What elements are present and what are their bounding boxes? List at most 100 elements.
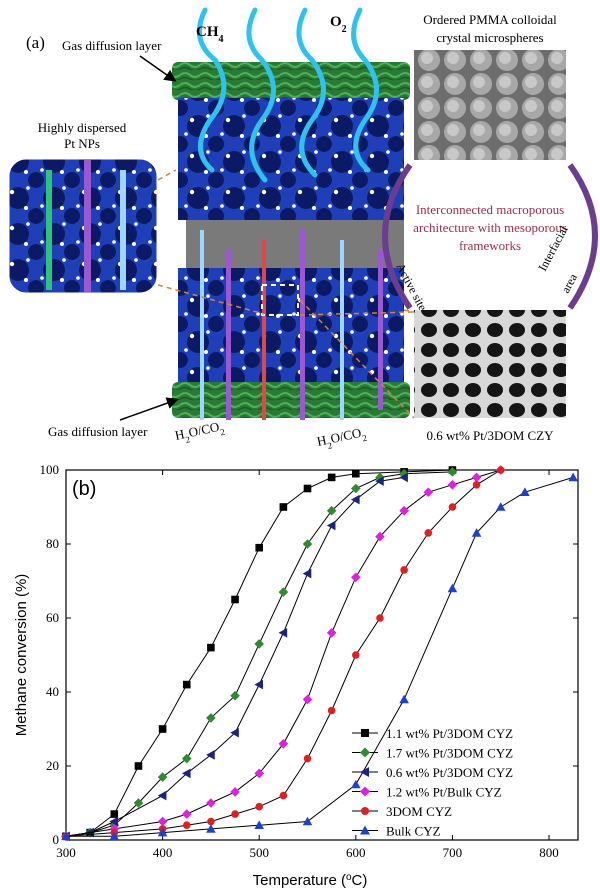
series-5-point: [231, 810, 239, 818]
series-1-point: [182, 680, 191, 689]
series-4-point: [181, 809, 192, 819]
y-tick-label: 20: [46, 758, 59, 773]
series-2-point: [230, 690, 240, 701]
series-4-point: [302, 694, 313, 705]
series-6-point: [157, 827, 168, 837]
series-2-point: [302, 539, 313, 549]
series-line-6: [66, 476, 574, 837]
series-1-point: [158, 725, 167, 733]
series-5-point: [352, 651, 360, 659]
plot-frame: [65, 469, 579, 841]
series-3-point: [181, 768, 191, 779]
series-1-point: [134, 762, 143, 770]
series-5-point: [496, 466, 505, 474]
series-5-point: [424, 529, 433, 537]
series-3-point: [278, 628, 288, 638]
pt-zoom-image: [6, 156, 160, 296]
3dom-sem-image: [414, 310, 566, 418]
series-5-point: [400, 566, 408, 574]
series-3-point: [206, 750, 215, 760]
series-2-point: [351, 483, 361, 494]
series-4-point: [230, 787, 240, 797]
series-6-point: [109, 831, 120, 841]
series-6-point: [495, 502, 506, 511]
legend-label: Bulk CYZ: [386, 824, 441, 839]
series-2-point: [447, 467, 458, 477]
series-5-point: [207, 817, 215, 826]
series-3-point: [230, 727, 239, 738]
center-text-line1: Interconnected macroporous: [416, 202, 564, 217]
series-4-point: [278, 739, 289, 749]
series-1-point: [303, 484, 312, 493]
legend-marker: [361, 807, 369, 815]
legend-marker: [360, 825, 370, 835]
legend-label: 1.1 wt% Pt/3DOM CYZ: [386, 726, 513, 741]
product-right: H2O/CO2: [316, 424, 368, 453]
series-4-point: [447, 480, 458, 490]
series-5-point: [448, 503, 457, 511]
series-2-point: [278, 587, 289, 597]
panel-b-label: (b): [72, 478, 96, 500]
pmma-label-line1: Ordered PMMA colloidal: [423, 12, 557, 27]
series-2-point: [157, 772, 168, 782]
series-line-1: [65, 469, 453, 837]
series-line-2: [65, 471, 453, 837]
x-axis-label: Temperature (oC): [253, 872, 368, 890]
legend-label: 1.7 wt% Pt/3DOM CYZ: [386, 746, 513, 761]
series-4-point: [326, 628, 337, 638]
y-tick-label: 0: [53, 832, 60, 847]
x-tick-label: 800: [539, 845, 559, 860]
series-1-point: [255, 543, 264, 552]
legend-marker: [360, 786, 370, 797]
series-4-point: [206, 798, 216, 808]
y-tick-label: 80: [46, 536, 59, 551]
series-5-point: [279, 791, 288, 800]
series-4-point: [423, 487, 434, 497]
x-tick-label: 700: [443, 845, 463, 860]
series-2-point: [206, 713, 216, 723]
series-5-point: [303, 754, 312, 763]
x-tick-label: 400: [153, 845, 173, 860]
schematic-panel: (a) CH4 O2 Gas diffusion layer Gas diffu…: [6, 7, 598, 453]
series-3-point: [326, 520, 336, 531]
series-5-point: [376, 614, 384, 622]
series-6-point: [206, 824, 216, 833]
gdl-top-label: Gas diffusion layer: [62, 38, 162, 53]
series-4-point: [399, 505, 409, 516]
series-5-point: [255, 802, 264, 811]
series-6-point: [399, 694, 409, 704]
series-6-point: [568, 472, 578, 482]
series-6-point: [351, 779, 361, 789]
legend-label: 0.6 wt% Pt/3DOM CYZ: [386, 765, 513, 780]
x-tick-label: 600: [346, 845, 366, 860]
catalyst-stack: [172, 62, 410, 420]
series-4-point: [351, 572, 361, 583]
center-text-line2: architecture with mesoporous: [413, 220, 567, 235]
series-5-point: [472, 481, 481, 489]
series-4-point: [157, 816, 168, 827]
series-3-point: [399, 472, 408, 483]
series-6-point: [61, 831, 71, 841]
series-5-point: [182, 821, 191, 829]
gas-oxygen: O2: [330, 14, 347, 35]
legend-marker: [361, 729, 369, 737]
series-1-point: [279, 503, 288, 511]
series-line-3: [65, 476, 405, 837]
pt-label-line1: Highly dispersed: [38, 120, 127, 135]
gas-flow-arrows: [196, 7, 379, 183]
y-tick-label: 60: [46, 610, 59, 625]
y-tick-label: 40: [46, 684, 59, 699]
series-6-point: [520, 487, 530, 496]
series-4-point: [471, 472, 482, 483]
x-tick-label: 500: [249, 845, 269, 860]
series-5-point: [327, 706, 336, 715]
legend-marker: [360, 767, 369, 777]
pmma-label-line2: crystal microspheres: [436, 30, 543, 45]
center-text-line3: frameworks: [459, 238, 521, 253]
series-6-point: [447, 583, 458, 593]
series-6-point: [471, 528, 482, 537]
y-tick-label: 100: [40, 462, 60, 477]
series-1-point: [110, 810, 119, 818]
series-1-point: [231, 595, 239, 604]
series-3-point: [375, 476, 384, 486]
